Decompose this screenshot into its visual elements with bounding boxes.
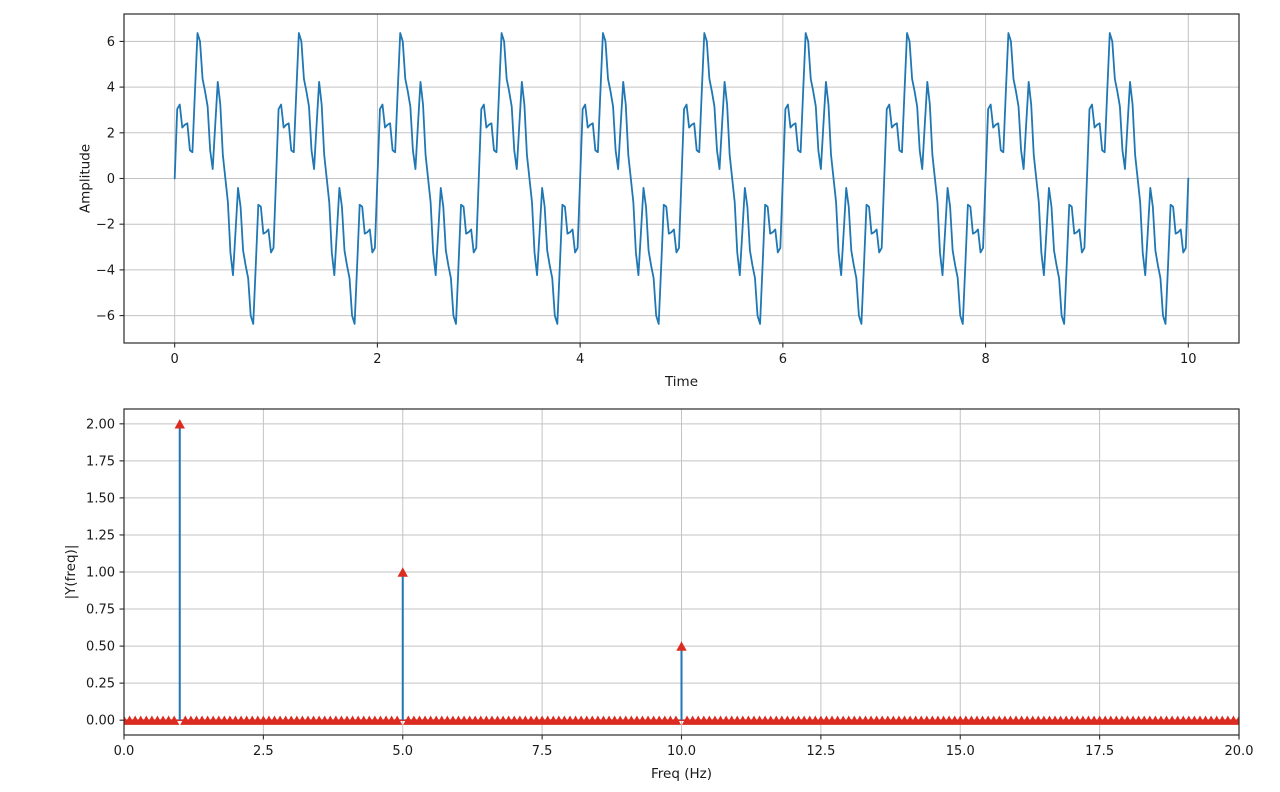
x-tick-label: 17.5 (1085, 744, 1114, 759)
frequency-spectrum-plot: 0.0 2.5 5.0 7.5 10.0 12.5 15.0 17.5 20.0 0.00 0.25… (63, 408, 1254, 782)
y-tick-label: 0.25 (86, 677, 115, 692)
x-tick-label: 8 (981, 352, 989, 367)
y-tick-label: −2 (96, 218, 115, 233)
y-tick-label: 1.00 (86, 566, 115, 581)
y-tick-label: 0.50 (86, 640, 115, 655)
x-tick-label: 4 (576, 352, 584, 367)
y-tick-label: 1.25 (86, 528, 115, 543)
x-tick-label: 2 (373, 352, 381, 367)
y-tick-label: 6 (107, 35, 115, 50)
time-domain-plot: 0 2 4 6 8 10 −6 −4 −2 0 2 4 6 Time Amplitude (77, 13, 1240, 390)
y-axis-label: |Y(freq)| (63, 545, 79, 600)
signal-waveform-line (173, 32, 1190, 325)
y-tick-label: 2.00 (86, 417, 115, 432)
peak-marker (676, 641, 687, 651)
peak-marker (174, 419, 185, 429)
x-tick-label: 7.5 (532, 744, 553, 759)
y-tick-label: 0 (107, 172, 115, 187)
zero-magnitude-markers (124, 715, 1239, 725)
x-tick-label: 12.5 (806, 744, 835, 759)
x-tick-label: 2.5 (253, 744, 274, 759)
x-tick-label: 10.0 (667, 744, 696, 759)
y-tick-label: 4 (107, 81, 115, 96)
y-tick-label: −6 (96, 309, 115, 324)
x-tick-label: 0.0 (114, 744, 135, 759)
y-tick-label: 0.75 (86, 603, 115, 618)
y-tick-label: 2 (107, 126, 115, 141)
fft-peak-stems (174, 419, 687, 721)
peak-marker (397, 567, 408, 577)
x-tick-label: 15.0 (946, 744, 975, 759)
x-tick-label: 5.0 (392, 744, 413, 759)
y-tick-label: 0.00 (86, 714, 115, 729)
x-axis-label: Time (664, 374, 698, 390)
x-tick-label: 0 (171, 352, 179, 367)
x-tick-label: 10 (1180, 352, 1197, 367)
tick-marks (119, 40, 1189, 348)
y-axis-label: Amplitude (77, 144, 93, 213)
x-tick-label: 6 (779, 352, 787, 367)
y-tick-label: 1.75 (86, 454, 115, 469)
tick-marks (119, 423, 1240, 740)
x-tick-label: 20.0 (1225, 744, 1254, 759)
y-tick-label: 1.50 (86, 491, 115, 506)
x-axis-label: Freq (Hz) (651, 766, 712, 782)
y-tick-label: −4 (96, 263, 115, 278)
